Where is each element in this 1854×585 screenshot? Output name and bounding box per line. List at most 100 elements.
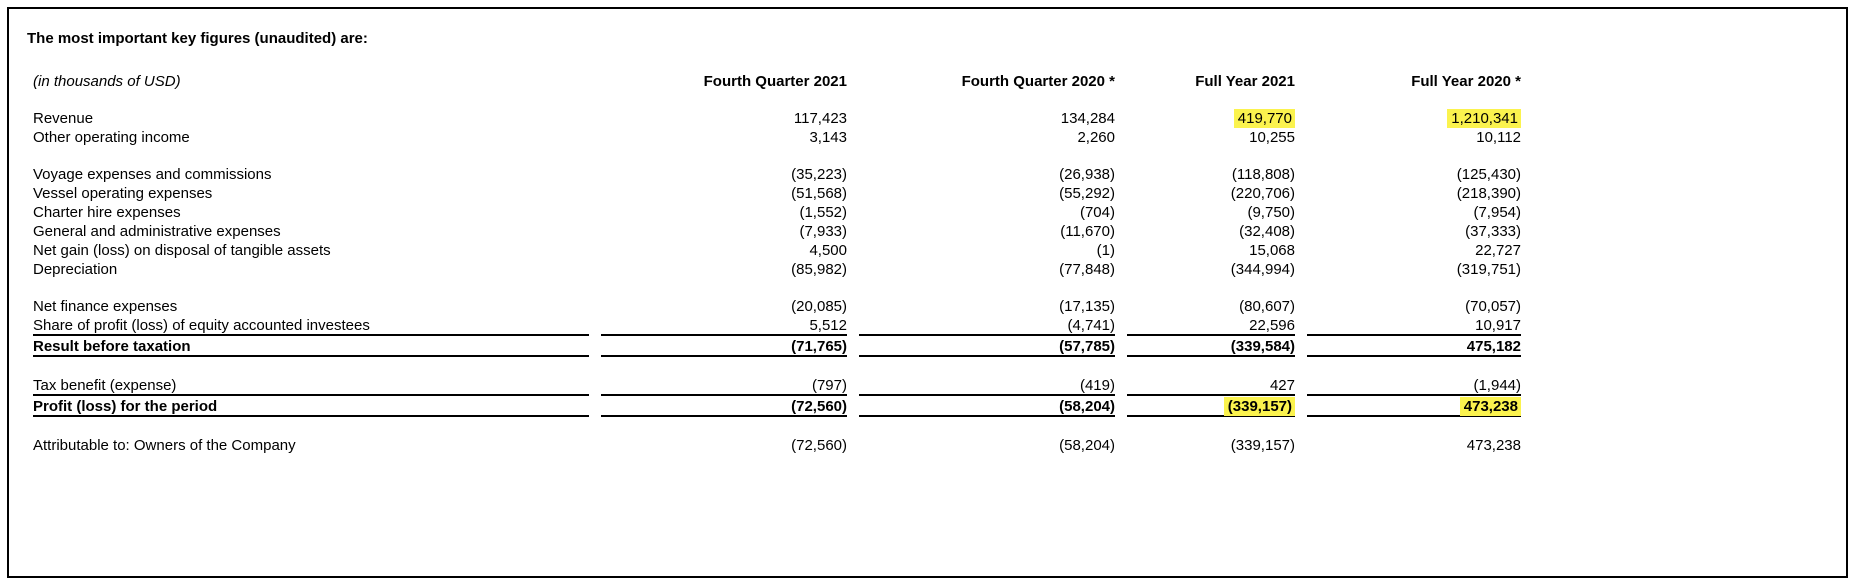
row-label: General and administrative expenses: [33, 223, 281, 240]
cell-value: 10,917: [1307, 315, 1521, 336]
cell-value: (70,057): [1465, 298, 1521, 315]
row-other-operating-income: Other operating income 3,143 2,260 10,25…: [33, 127, 1521, 146]
cell-value: (704): [1079, 204, 1115, 221]
cell-value: (339,157): [1127, 396, 1295, 417]
cell-value: 22,727: [1475, 242, 1521, 259]
row-tax-benefit-expense: Tax benefit (expense) (797) (419) 427 (1…: [33, 375, 1521, 396]
cell-value: (9,750): [1247, 204, 1295, 221]
cell-value: (72,560): [791, 437, 847, 454]
report-page: The most important key figures (unaudite…: [7, 7, 1848, 578]
cell-value: (51,568): [791, 185, 847, 202]
column-header-q4-2020: Fourth Quarter 2020 *: [961, 73, 1115, 90]
page-title: The most important key figures (unaudite…: [27, 30, 368, 47]
row-profit-loss-for-period: Profit (loss) for the period (72,560) (5…: [33, 396, 1521, 417]
cell-value: (20,085): [791, 298, 847, 315]
cell-value: 5,512: [601, 315, 847, 336]
cell-value: (7,933): [799, 223, 847, 240]
spacer-row: [33, 146, 1521, 164]
cell-value: 473,238: [1466, 437, 1521, 454]
cell-value: (339,584): [1127, 336, 1295, 357]
cell-value: 117,423: [793, 110, 847, 127]
row-revenue: Revenue 117,423 134,284 419,770 1,210,34…: [33, 108, 1521, 128]
cell-value: 3,143: [809, 129, 847, 146]
cell-value: (11,670): [1060, 223, 1115, 240]
column-header-q4-2021: Fourth Quarter 2021: [703, 73, 847, 90]
row-voyage-expenses: Voyage expenses and commissions (35,223)…: [33, 164, 1521, 183]
cell-value: 475,182: [1307, 336, 1521, 357]
spacer-row: [33, 417, 1521, 435]
cell-value: (218,390): [1456, 185, 1521, 202]
row-label: Voyage expenses and commissions: [33, 166, 272, 183]
cell-value: 10,112: [1476, 129, 1521, 146]
cell-value: (35,223): [791, 166, 847, 183]
row-share-of-profit-investees: Share of profit (loss) of equity account…: [33, 315, 1521, 336]
row-label: Profit (loss) for the period: [33, 396, 589, 417]
cell-value: (71,765): [601, 336, 847, 357]
spacer-row: [33, 357, 1521, 375]
highlighted-value: 473,238: [1459, 397, 1521, 416]
cell-value: 419,770: [1127, 108, 1295, 128]
spacer-row: [33, 90, 1521, 108]
cell-value: (118,808): [1231, 166, 1295, 183]
cell-value: 1,210,341: [1307, 108, 1521, 128]
cell-value: (77,848): [1059, 261, 1115, 278]
cell-value: 2,260: [1077, 129, 1115, 146]
row-label: Attributable to: Owners of the Company: [33, 437, 296, 454]
row-label: Revenue: [33, 110, 94, 127]
row-label: Charter hire expenses: [33, 204, 181, 221]
cell-value: (72,560): [601, 396, 847, 417]
cell-value: (1,552): [799, 204, 847, 221]
cell-value: (125,430): [1456, 166, 1521, 183]
cell-value: 473,238: [1307, 396, 1521, 417]
row-label: Tax benefit (expense): [33, 375, 589, 396]
row-label: Other operating income: [33, 129, 190, 146]
row-label: Vessel operating expenses: [33, 185, 213, 202]
row-general-admin-expenses: General and administrative expenses (7,9…: [33, 221, 1521, 240]
row-net-finance-expenses: Net finance expenses (20,085) (17,135) (…: [33, 296, 1521, 315]
highlighted-value: 419,770: [1233, 109, 1295, 128]
row-depreciation: Depreciation (85,982) (77,848) (344,994)…: [33, 259, 1521, 278]
cell-value: 10,255: [1249, 129, 1295, 146]
row-vessel-operating-expenses: Vessel operating expenses (51,568) (55,2…: [33, 183, 1521, 202]
cell-value: 22,596: [1127, 315, 1295, 336]
cell-value: (4,741): [859, 315, 1115, 336]
cell-value: (1): [1096, 242, 1115, 259]
cell-value: (17,135): [1059, 298, 1115, 315]
key-figures-table: (in thousands of USD) Fourth Quarter 202…: [21, 71, 1533, 454]
unit-note: (in thousands of USD): [33, 73, 181, 90]
row-label: Net gain (loss) on disposal of tangible …: [33, 242, 331, 259]
cell-value: (58,204): [859, 396, 1115, 417]
row-label: Depreciation: [33, 261, 118, 278]
column-header-fy-2020: Full Year 2020 *: [1411, 73, 1521, 90]
cell-value: (220,706): [1230, 185, 1295, 202]
cell-value: 15,068: [1249, 242, 1295, 259]
cell-value: (7,954): [1473, 204, 1521, 221]
cell-value: 4,500: [809, 242, 847, 259]
row-result-before-taxation: Result before taxation (71,765) (57,785)…: [33, 336, 1521, 357]
row-label: Share of profit (loss) of equity account…: [33, 315, 589, 336]
cell-value: (344,994): [1230, 261, 1295, 278]
cell-value: (57,785): [859, 336, 1115, 357]
cell-value: 134,284: [1060, 110, 1115, 127]
cell-value: (1,944): [1307, 375, 1521, 396]
cell-value: (419): [859, 375, 1115, 396]
row-charter-hire-expenses: Charter hire expenses (1,552) (704) (9,7…: [33, 202, 1521, 221]
cell-value: (797): [601, 375, 847, 396]
column-header-fy-2021: Full Year 2021: [1195, 73, 1295, 90]
cell-value: (32,408): [1239, 223, 1295, 240]
row-label: Result before taxation: [33, 336, 589, 357]
cell-value: (55,292): [1059, 185, 1115, 202]
spacer-row: [33, 278, 1521, 296]
table-header-row: (in thousands of USD) Fourth Quarter 202…: [33, 71, 1521, 90]
cell-value: (85,982): [791, 261, 847, 278]
cell-value: (26,938): [1059, 166, 1115, 183]
cell-value: (58,204): [1059, 437, 1115, 454]
cell-value: (37,333): [1465, 223, 1521, 240]
row-net-gain-disposal: Net gain (loss) on disposal of tangible …: [33, 240, 1521, 259]
cell-value: (319,751): [1456, 261, 1521, 278]
highlighted-value: (339,157): [1223, 397, 1295, 416]
highlighted-value: 1,210,341: [1447, 109, 1521, 128]
row-attributable-owners: Attributable to: Owners of the Company (…: [33, 435, 1521, 454]
cell-value: (339,157): [1230, 437, 1295, 454]
cell-value: 427: [1127, 375, 1295, 396]
